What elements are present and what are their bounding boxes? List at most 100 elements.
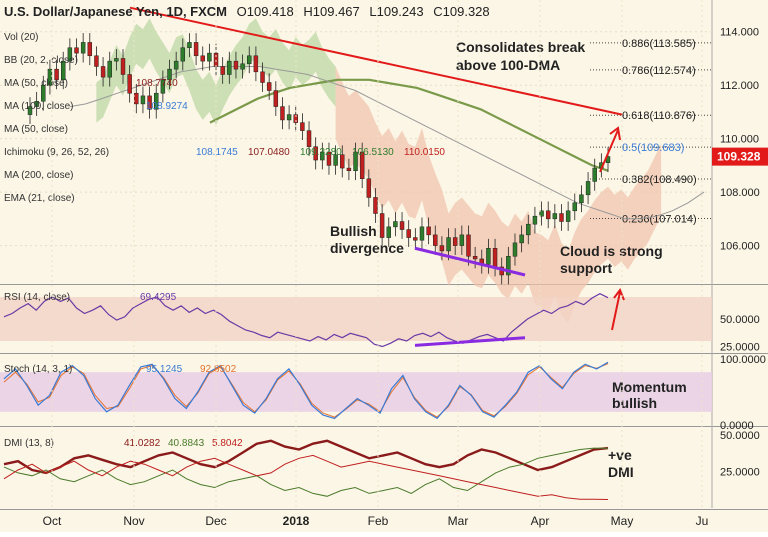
ohlc-open: O109.418 (236, 4, 294, 19)
price-tick-label: 108.000 (720, 187, 760, 199)
candle-body (492, 248, 498, 268)
candle-body (173, 60, 179, 70)
candle-body (393, 221, 398, 228)
indicator-label: Ichimoku (9, 26, 52, 26) (4, 147, 109, 158)
indicator-label: BB (20, 2, close) (4, 55, 78, 66)
candle-body (545, 210, 551, 220)
candle-body (320, 151, 325, 161)
last-price-tag (712, 147, 768, 166)
annotation-consolidates-line1: Consolidates break (456, 39, 585, 55)
time-tick-label: May (611, 514, 634, 528)
ichimoku-cloud-bearish (335, 66, 662, 324)
candle-body (486, 248, 491, 265)
indicator-label: MA (200, close) (4, 170, 73, 181)
candle-body (333, 154, 338, 166)
candle-body (280, 106, 285, 121)
candle-body (585, 181, 591, 196)
stoch-d-value: 92.8502 (200, 364, 237, 375)
dmi-tick-label: 50.0000 (720, 430, 760, 442)
time-tick-label: Nov (123, 514, 144, 528)
candle-body (300, 122, 305, 131)
candle-body (27, 106, 33, 115)
candle-body (134, 92, 139, 105)
dmi-series-line (3, 447, 609, 497)
candle-body (54, 68, 59, 81)
candle-body (107, 60, 112, 78)
candle-body (373, 197, 378, 214)
price-tick-label: 114.000 (720, 27, 759, 39)
candle-body (399, 221, 405, 230)
candle-body (532, 215, 538, 225)
candle-body (74, 47, 79, 54)
candle-body (439, 245, 445, 252)
candle-body (80, 42, 86, 54)
last-price-label: 109.328 (717, 150, 761, 164)
fib-level-label: 0.618(110.876) (622, 110, 696, 122)
fib-level-label: 0.236(107.014) (622, 213, 697, 225)
ohlc-low: L109.243 (369, 4, 424, 19)
rsi-title: RSI (14, close) (4, 292, 70, 303)
stoch-d-line (3, 363, 609, 418)
candle-body (592, 167, 597, 182)
candle-body (87, 42, 93, 57)
stoch-band (0, 372, 712, 412)
stoch-tick-label: 0.0000 (720, 420, 754, 432)
rsi-line (3, 293, 609, 348)
candle-body (459, 234, 465, 246)
time-tick-label: Apr (531, 514, 550, 528)
candle-body (293, 114, 298, 123)
fib-level-label: 0.786(112.574) (622, 65, 696, 77)
candle-body (572, 202, 578, 212)
chart-header: U.S. Dollar/Japanese Yen, 1D, FXCM O109.… (4, 4, 496, 19)
candle-body (426, 226, 431, 236)
candle-body (433, 234, 438, 246)
annotation-cloud-line2: support (560, 260, 612, 276)
candle-body (413, 237, 418, 241)
ichimoku-value: 107.0480 (248, 147, 290, 158)
candle-body (526, 223, 531, 236)
candle-body (512, 242, 518, 257)
stoch-tick-label: 100.0000 (720, 354, 766, 366)
candle-body (114, 58, 119, 62)
ichimoku-value: 109.3280 (300, 147, 342, 158)
price-tick-label: 106.000 (720, 241, 760, 253)
indicator-label: MA (50, close) (4, 78, 68, 89)
time-tick-label: Feb (368, 514, 389, 528)
fib-level-label: 0.382(108.490) (622, 174, 697, 186)
candle-body (154, 92, 159, 110)
candle-body (147, 95, 152, 110)
annotation-consolidates-line2: above 100-DMA (456, 57, 560, 73)
candle-body (100, 66, 106, 78)
candle-body (193, 42, 199, 57)
candle-body (340, 154, 345, 169)
rsi-value: 69.4295 (140, 292, 177, 303)
annotation-divergence-line2: divergence (330, 240, 404, 256)
candle-body (160, 79, 166, 94)
candle-body (559, 213, 564, 222)
time-tick-label: 2018 (283, 514, 310, 528)
candle-body (446, 237, 451, 252)
candle-body (346, 167, 352, 171)
dmi-value: 41.0282 (124, 438, 161, 449)
candle-body (379, 213, 385, 238)
time-tick-label: Ju (696, 514, 709, 528)
dmi-series-line (3, 454, 609, 500)
candle-body (67, 47, 73, 62)
time-tick-label: Dec (205, 514, 226, 528)
candle-body (220, 66, 225, 75)
dmi-value: 5.8042 (212, 438, 243, 449)
fib-level-label: 0.5(109.683) (622, 142, 684, 154)
candle-body (167, 68, 172, 81)
symbol-label[interactable]: U.S. Dollar/Japanese Yen, 1D, FXCM (4, 4, 228, 19)
candle-body (247, 55, 252, 65)
price-tick-label: 112.000 (720, 80, 759, 92)
ichimoku-value: 106.5130 (352, 147, 394, 158)
dmi-tick-label: 25.0000 (720, 466, 760, 478)
candle-body (140, 95, 146, 105)
candle-body (579, 194, 584, 204)
rsi-tick-label: 50.0000 (720, 314, 760, 326)
ichimoku-value: 108.1745 (196, 147, 238, 158)
candle-body (240, 63, 245, 70)
